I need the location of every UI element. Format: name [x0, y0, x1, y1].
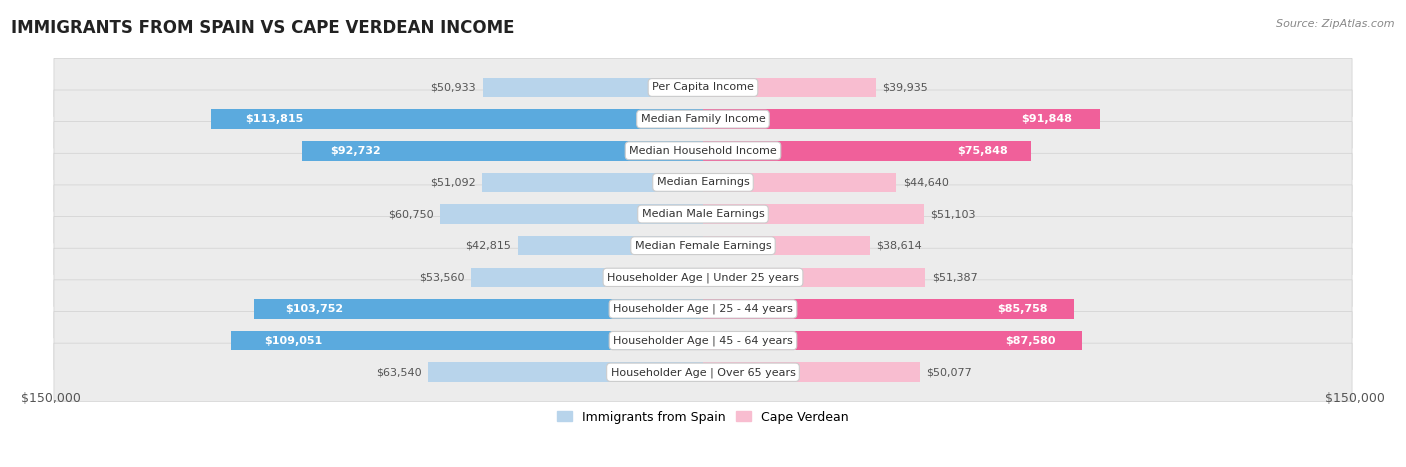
- Text: $103,752: $103,752: [285, 304, 343, 314]
- Text: $38,614: $38,614: [876, 241, 922, 251]
- Text: Median Male Earnings: Median Male Earnings: [641, 209, 765, 219]
- Bar: [482, 173, 703, 192]
- Bar: [211, 109, 703, 129]
- Bar: [703, 78, 876, 97]
- Text: Source: ZipAtlas.com: Source: ZipAtlas.com: [1277, 19, 1395, 28]
- Text: $39,935: $39,935: [883, 83, 928, 92]
- Text: $50,077: $50,077: [927, 367, 972, 377]
- Bar: [254, 299, 703, 319]
- Bar: [302, 141, 703, 161]
- Bar: [703, 109, 1101, 129]
- Legend: Immigrants from Spain, Cape Verdean: Immigrants from Spain, Cape Verdean: [553, 405, 853, 429]
- Bar: [703, 331, 1083, 350]
- Text: Median Female Earnings: Median Female Earnings: [634, 241, 772, 251]
- Bar: [482, 78, 703, 97]
- Bar: [517, 236, 703, 255]
- Text: $109,051: $109,051: [264, 336, 322, 346]
- Text: $51,103: $51,103: [931, 209, 976, 219]
- Bar: [231, 331, 703, 350]
- Text: $92,732: $92,732: [330, 146, 381, 156]
- Bar: [703, 299, 1074, 319]
- Text: Per Capita Income: Per Capita Income: [652, 83, 754, 92]
- Bar: [440, 204, 703, 224]
- Text: $91,848: $91,848: [1022, 114, 1073, 124]
- FancyBboxPatch shape: [53, 58, 1353, 117]
- Bar: [703, 204, 924, 224]
- Bar: [703, 141, 1031, 161]
- Text: Median Family Income: Median Family Income: [641, 114, 765, 124]
- FancyBboxPatch shape: [53, 121, 1353, 180]
- FancyBboxPatch shape: [53, 343, 1353, 401]
- Text: Median Household Income: Median Household Income: [628, 146, 778, 156]
- FancyBboxPatch shape: [53, 217, 1353, 275]
- Text: $150,000: $150,000: [21, 392, 82, 405]
- Bar: [703, 362, 920, 382]
- Text: $44,640: $44,640: [903, 177, 949, 187]
- Text: $51,387: $51,387: [932, 272, 977, 283]
- Text: Householder Age | 25 - 44 years: Householder Age | 25 - 44 years: [613, 304, 793, 314]
- Bar: [427, 362, 703, 382]
- Text: $50,933: $50,933: [430, 83, 477, 92]
- Text: $75,848: $75,848: [957, 146, 1008, 156]
- Bar: [471, 268, 703, 287]
- Text: $150,000: $150,000: [1324, 392, 1385, 405]
- FancyBboxPatch shape: [53, 311, 1353, 370]
- FancyBboxPatch shape: [53, 185, 1353, 243]
- FancyBboxPatch shape: [53, 248, 1353, 306]
- Text: $87,580: $87,580: [1005, 336, 1056, 346]
- Text: $53,560: $53,560: [419, 272, 465, 283]
- FancyBboxPatch shape: [53, 90, 1353, 148]
- Text: $113,815: $113,815: [245, 114, 304, 124]
- Text: $63,540: $63,540: [375, 367, 422, 377]
- Text: $42,815: $42,815: [465, 241, 512, 251]
- Bar: [703, 268, 925, 287]
- Text: Householder Age | 45 - 64 years: Householder Age | 45 - 64 years: [613, 335, 793, 346]
- Text: $60,750: $60,750: [388, 209, 433, 219]
- Text: $85,758: $85,758: [998, 304, 1047, 314]
- Text: Householder Age | Over 65 years: Householder Age | Over 65 years: [610, 367, 796, 377]
- FancyBboxPatch shape: [53, 280, 1353, 338]
- Bar: [703, 173, 896, 192]
- Bar: [703, 236, 870, 255]
- Text: $51,092: $51,092: [430, 177, 475, 187]
- Text: IMMIGRANTS FROM SPAIN VS CAPE VERDEAN INCOME: IMMIGRANTS FROM SPAIN VS CAPE VERDEAN IN…: [11, 19, 515, 37]
- FancyBboxPatch shape: [53, 153, 1353, 212]
- Text: Householder Age | Under 25 years: Householder Age | Under 25 years: [607, 272, 799, 283]
- Text: Median Earnings: Median Earnings: [657, 177, 749, 187]
